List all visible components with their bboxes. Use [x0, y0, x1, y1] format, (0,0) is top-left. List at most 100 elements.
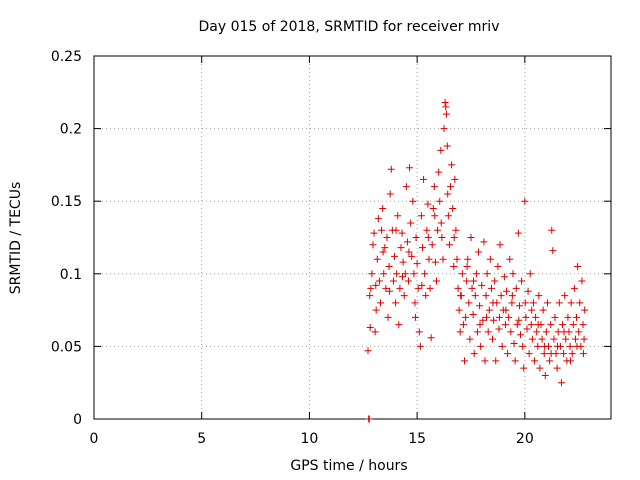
- data-point: [482, 313, 490, 321]
- data-point: [539, 306, 547, 314]
- data-point: [480, 238, 488, 246]
- data-point: [382, 284, 390, 292]
- data-point: [366, 292, 374, 300]
- y-tick-label: 0: [73, 412, 82, 428]
- data-point: [441, 98, 449, 106]
- data-point: [550, 335, 558, 343]
- x-axis-label: GPS time / hours: [290, 458, 407, 474]
- data-point: [396, 284, 404, 292]
- data-point: [470, 350, 478, 358]
- data-point: [440, 125, 448, 133]
- data-point: [459, 321, 467, 329]
- data-point: [554, 342, 562, 350]
- data-point: [383, 234, 391, 241]
- data-point: [491, 277, 499, 285]
- data-point: [392, 299, 400, 307]
- data-point: [452, 226, 460, 234]
- data-point: [549, 247, 557, 255]
- data-point: [492, 357, 500, 365]
- data-point: [567, 357, 575, 365]
- data-point: [392, 226, 400, 234]
- data-point: [414, 284, 422, 292]
- data-point: [489, 335, 497, 343]
- data-point: [528, 306, 536, 314]
- data-point: [495, 313, 503, 321]
- data-point: [473, 328, 481, 336]
- chart-title: Day 015 of 2018, SRMTID for receiver mri…: [199, 19, 500, 35]
- data-point: [450, 234, 458, 241]
- data-point: [398, 273, 406, 281]
- data-point: [490, 316, 498, 324]
- data-point: [372, 281, 380, 289]
- data-point: [560, 328, 568, 336]
- data-point: [526, 270, 534, 278]
- data-point: [378, 226, 386, 234]
- data-point: [370, 229, 378, 237]
- data-point: [373, 255, 381, 263]
- data-point: [483, 270, 491, 278]
- data-point: [469, 310, 477, 318]
- data-point: [570, 284, 578, 292]
- data-point: [508, 292, 516, 300]
- data-point: [468, 284, 476, 292]
- data-point: [444, 190, 452, 198]
- data-point: [470, 277, 478, 285]
- data-point: [575, 328, 583, 336]
- data-point: [385, 263, 393, 271]
- data-point: [413, 260, 421, 268]
- data-point: [450, 263, 458, 271]
- data-point: [520, 364, 528, 372]
- data-point: [405, 277, 413, 285]
- data-point: [540, 350, 548, 358]
- data-point: [562, 335, 570, 343]
- data-point: [496, 241, 504, 249]
- data-point: [377, 299, 385, 307]
- data-point: [409, 197, 417, 205]
- data-point: [467, 234, 475, 241]
- data-point: [462, 313, 470, 321]
- data-point: [489, 299, 497, 307]
- data-point: [384, 313, 392, 321]
- data-point: [503, 287, 511, 295]
- data-point: [424, 234, 432, 241]
- data-point: [476, 321, 484, 329]
- data-point: [476, 302, 484, 310]
- data-point: [405, 248, 413, 256]
- data-point: [457, 292, 465, 300]
- data-point: [569, 321, 577, 329]
- data-point: [456, 328, 464, 336]
- data-point: [464, 255, 472, 263]
- x-tick-label: 20: [516, 431, 534, 447]
- data-point: [431, 258, 439, 266]
- data-point: [394, 212, 402, 220]
- data-point: [365, 415, 373, 423]
- data-point: [453, 255, 461, 263]
- data-point: [442, 103, 450, 111]
- data-point: [494, 263, 502, 271]
- data-point: [445, 241, 453, 249]
- data-point: [429, 204, 437, 212]
- data-point: [534, 342, 542, 350]
- data-point: [461, 357, 469, 365]
- data-point: [559, 321, 567, 329]
- y-axis: 0 0.05 0.1 0.15 0.2 0.25: [51, 49, 611, 428]
- data-point: [425, 255, 433, 263]
- data-point: [421, 270, 429, 278]
- data-point: [374, 215, 382, 223]
- data-point: [424, 200, 432, 208]
- data-point: [515, 302, 523, 310]
- data-point: [546, 357, 554, 365]
- data-point: [510, 339, 518, 347]
- data-point: [484, 328, 492, 336]
- data-point: [419, 244, 427, 252]
- data-point: [371, 328, 379, 336]
- grid-lines: [94, 56, 611, 419]
- data-point: [416, 342, 424, 350]
- data-point: [395, 321, 403, 329]
- y-axis-label: SRMTID / TECUs: [8, 182, 24, 295]
- data-point: [555, 299, 563, 307]
- data-point: [369, 241, 377, 249]
- data-point: [372, 306, 380, 314]
- data-point: [511, 357, 519, 365]
- data-point: [529, 299, 537, 307]
